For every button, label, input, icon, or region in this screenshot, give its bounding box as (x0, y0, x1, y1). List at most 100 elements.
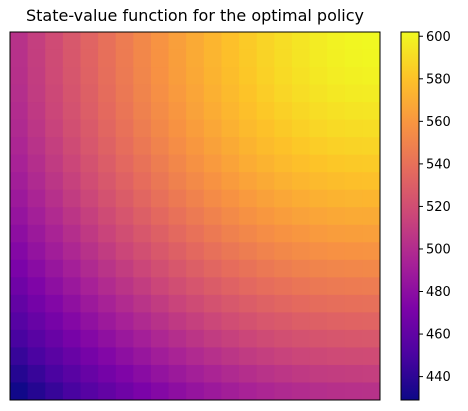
heatmap-cell (168, 137, 187, 156)
heatmap-cell (291, 154, 311, 173)
heatmap-cell (203, 32, 222, 51)
heatmap-cell (203, 329, 222, 348)
heatmap-cell (98, 172, 117, 191)
heatmap-cell (115, 137, 134, 156)
heatmap-cell (309, 189, 328, 208)
heatmap-cell (203, 364, 222, 383)
heatmap-cell (309, 277, 328, 296)
heatmap-cell (344, 172, 363, 191)
heatmap-cell (150, 382, 170, 401)
heatmap-cell (203, 207, 222, 226)
heatmap-cell (10, 312, 29, 331)
heatmap-cell (98, 224, 117, 243)
colorbar-ticks: 440 460 480 500 520 540 560 580 600 (419, 30, 451, 385)
heatmap-cell (80, 382, 99, 401)
heatmap-cell (362, 172, 381, 191)
heatmap-cell (203, 137, 222, 156)
heatmap-cell (309, 172, 328, 191)
heatmap-cell (291, 329, 311, 348)
heatmap-cell (186, 32, 205, 51)
heatmap-cell (10, 207, 29, 226)
heatmap-cell (62, 329, 81, 348)
heatmap-cell (309, 347, 328, 366)
heatmap-cell (98, 84, 117, 103)
heatmap-cell (45, 364, 64, 383)
heatmap-cell (203, 154, 222, 173)
heatmap-cell (344, 67, 363, 86)
heatmap-cell (27, 119, 46, 138)
heatmap-cell (186, 347, 205, 366)
heatmap-cell (45, 329, 64, 348)
heatmap-cell (27, 67, 46, 86)
heatmap-cell (168, 119, 187, 138)
heatmap-cell (274, 259, 293, 278)
heatmap-cell (98, 242, 117, 261)
heatmap-cell (168, 294, 187, 313)
heatmap-cell (115, 242, 134, 261)
heatmap-cell (362, 347, 381, 366)
heatmap-cell (221, 242, 240, 261)
heatmap-cell (115, 102, 134, 121)
heatmap-cell (62, 189, 81, 208)
heatmap-cell (327, 189, 346, 208)
heatmap-cell (327, 259, 346, 278)
heatmap-cell (80, 259, 99, 278)
heatmap-cell (62, 259, 81, 278)
heatmap-cell (168, 277, 187, 296)
heatmap-cell (27, 102, 46, 121)
heatmap-cell (274, 329, 293, 348)
heatmap-cell (186, 49, 205, 68)
heatmap-cell (45, 294, 64, 313)
plot-frame (9, 31, 381, 401)
heatmap-cell (10, 242, 29, 261)
heatmap-cell (133, 242, 152, 261)
heatmap-cell (62, 224, 81, 243)
heatmap-cell (10, 364, 29, 383)
heatmap-cell (150, 207, 170, 226)
heatmap-cell (203, 119, 222, 138)
heatmap-cell (256, 207, 275, 226)
heatmap-cell (274, 364, 293, 383)
heatmap-cell (256, 312, 275, 331)
heatmap-cell (309, 364, 328, 383)
heatmap-cell (80, 84, 99, 103)
heatmap-cell (327, 32, 346, 51)
heatmap-cell (45, 67, 64, 86)
heatmap-cell (221, 32, 240, 51)
heatmap-cell (150, 312, 170, 331)
heatmap-cell (115, 382, 134, 401)
heatmap-cell (309, 119, 328, 138)
heatmap-cell (362, 224, 381, 243)
heatmap-cell (291, 49, 311, 68)
heatmap-cell (80, 67, 99, 86)
heatmap-cell (203, 49, 222, 68)
heatmap-cell (362, 32, 381, 51)
heatmap-cell (239, 224, 258, 243)
heatmap-cell (239, 189, 258, 208)
heatmap-cell (98, 382, 117, 401)
heatmap-cell (274, 347, 293, 366)
heatmap-cell (115, 119, 134, 138)
heatmap-cell (256, 364, 275, 383)
heatmap-cell (10, 259, 29, 278)
heatmap-cell (186, 329, 205, 348)
heatmap-cell (62, 364, 81, 383)
heatmap-cell (291, 172, 311, 191)
heatmap-cell (221, 172, 240, 191)
heatmap-cell (80, 154, 99, 173)
heatmap-cell (10, 49, 29, 68)
heatmap-cell (256, 137, 275, 156)
heatmap-cell (168, 382, 187, 401)
heatmap-cell (274, 172, 293, 191)
heatmap-cell (362, 277, 381, 296)
heatmap-cell (62, 242, 81, 261)
heatmap-cell (256, 329, 275, 348)
heatmap-cell (115, 207, 134, 226)
heatmap-cell (221, 382, 240, 401)
heatmap-cell (115, 294, 134, 313)
colorbar-tick-label: 460 (426, 328, 451, 343)
heatmap-cell (62, 382, 81, 401)
heatmap-cell (186, 312, 205, 331)
heatmap-cell (309, 84, 328, 103)
heatmap-cell (10, 84, 29, 103)
